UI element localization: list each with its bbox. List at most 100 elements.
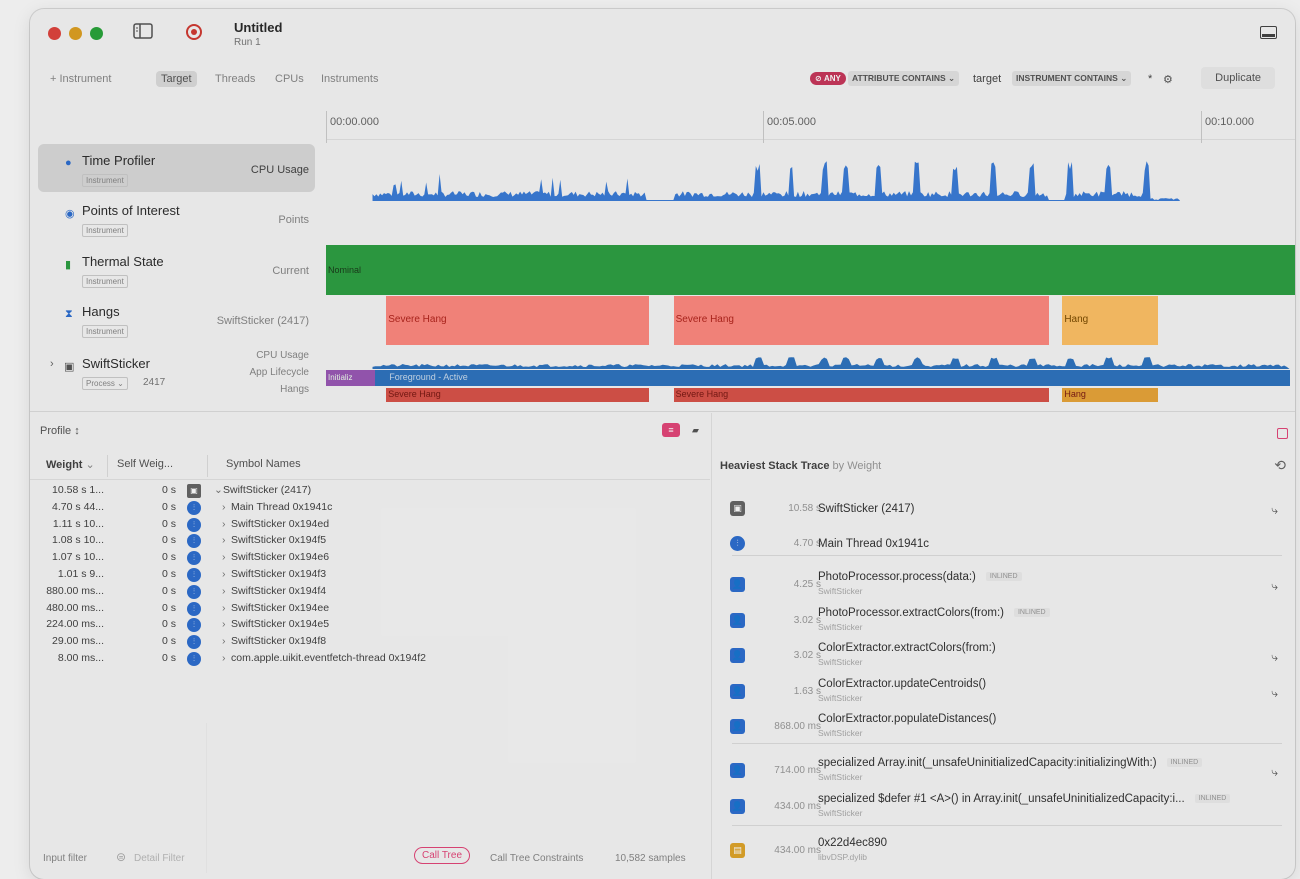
stack-frame[interactable]: 👤 434.00 ms specialized $defer #1 <A>() in… bbox=[712, 791, 1295, 823]
frame-separator bbox=[732, 555, 1282, 556]
thread-icon: ⫶ bbox=[187, 534, 201, 549]
frame-module: SwiftSticker bbox=[818, 586, 863, 596]
track-thermal-state[interactable]: ▮ Thermal State Instrument Current bbox=[38, 245, 315, 293]
stack-frame[interactable]: ⫶ 4.70 s Main Thread 0x1941c bbox=[712, 528, 1295, 560]
run-label[interactable]: Run 1 bbox=[234, 37, 261, 48]
table-row[interactable]: 4.70 s 44... 0 s ⫶ › Main Thread 0x1941c bbox=[30, 500, 710, 517]
filter-target-text[interactable]: target bbox=[973, 73, 1002, 85]
stack-frame[interactable]: ▣ 10.58 s SwiftSticker (2417) ⤷ bbox=[712, 493, 1295, 525]
process-icon: ▣ bbox=[730, 501, 745, 516]
stack-frame[interactable]: 👤 714.00 ms specialized Array.init(_unsafe… bbox=[712, 755, 1295, 787]
mini-hang-interval[interactable]: Severe Hang bbox=[386, 388, 649, 402]
track-swiftsticker[interactable]: › ▣ SwiftSticker Process ⌄ 2417 CPU Usag… bbox=[38, 347, 315, 407]
table-row[interactable]: 1.07 s 10... 0 s ⫶ › SwiftSticker 0x194e6 bbox=[30, 550, 710, 567]
table-row[interactable]: 10.58 s 1... 0 s ▣ ⌄SwiftSticker (2417) bbox=[30, 483, 710, 500]
call-tree-button[interactable]: Call Tree bbox=[414, 847, 471, 864]
call-tree-constraints-button[interactable]: Call Tree Constraints bbox=[490, 853, 584, 864]
table-row[interactable]: 8.00 ms... 0 s ⫶ › com.apple.uikit.eventfetc… bbox=[30, 651, 710, 668]
disclosure-chevron-icon[interactable]: › bbox=[222, 652, 226, 664]
disclosure-chevron-icon[interactable]: › bbox=[50, 358, 54, 370]
tab-target[interactable]: Target bbox=[156, 71, 197, 87]
disclosure-chevron-icon[interactable]: › bbox=[222, 601, 226, 614]
disclosure-chevron-icon[interactable]: › bbox=[222, 635, 226, 648]
instrument-contains-token[interactable]: INSTRUMENT CONTAINS ⌄ bbox=[1012, 71, 1132, 86]
disclosure-chevron-icon[interactable]: ⌄ bbox=[214, 484, 223, 496]
table-row[interactable]: 880.00 ms... 0 s ⫶ › SwiftSticker 0x194f4 bbox=[30, 584, 710, 601]
thread-icon: ⫶ bbox=[187, 500, 201, 515]
attribute-contains-token[interactable]: ATTRIBUTE CONTAINS ⌄ bbox=[848, 71, 960, 86]
hang-interval[interactable]: Severe Hang bbox=[673, 296, 1049, 345]
track-time-profiler[interactable]: ● Time Profiler Instrument CPU Usage bbox=[38, 144, 315, 192]
profile-selector[interactable]: Profile ↕ bbox=[40, 425, 80, 437]
stack-frame[interactable]: 👤 3.02 s PhotoProcessor.extractColors(from… bbox=[712, 605, 1295, 637]
hang-interval[interactable]: Hang bbox=[1062, 296, 1159, 345]
duplicate-button[interactable]: Duplicate bbox=[1201, 67, 1275, 89]
inspector-toggle-icon[interactable] bbox=[1277, 428, 1288, 439]
stack-frame[interactable]: 👤 4.25 s PhotoProcessor.process(data:) INLI… bbox=[712, 569, 1295, 601]
table-row[interactable]: 480.00 ms... 0 s ⫶ › SwiftSticker 0x194ee bbox=[30, 601, 710, 618]
sidebar-toggle-icon[interactable] bbox=[133, 23, 153, 43]
track-hangs[interactable]: ⧗ Hangs Instrument SwiftSticker (2417) bbox=[38, 295, 315, 343]
column-symbol-names[interactable]: Symbol Names bbox=[226, 458, 301, 470]
jump-to-source-icon[interactable]: ⤷ bbox=[1271, 579, 1278, 593]
jump-to-source-icon[interactable]: ⤷ bbox=[1271, 503, 1278, 517]
bottom-panel-toggle-icon[interactable] bbox=[1260, 26, 1277, 39]
column-weight[interactable]: Weight ⌄ bbox=[46, 459, 95, 471]
user-code-icon: 👤 bbox=[730, 648, 745, 663]
table-row[interactable]: 1.11 s 10... 0 s ⫶ › SwiftSticker 0x194ed bbox=[30, 517, 710, 534]
input-filter-label[interactable]: Input filter bbox=[43, 853, 87, 864]
track-metric: CPU Usage bbox=[256, 350, 309, 361]
call-tree-view-icon[interactable]: ≡ bbox=[662, 423, 680, 437]
tab-instruments[interactable]: Instruments bbox=[321, 73, 379, 85]
frame-module: libvDSP.dylib bbox=[818, 852, 867, 862]
mini-hang-interval[interactable]: Severe Hang bbox=[673, 388, 1049, 402]
minimize-button[interactable] bbox=[69, 27, 82, 40]
tab-cpus[interactable]: CPUs bbox=[275, 73, 304, 85]
lifecycle-interval[interactable]: Foreground - Active bbox=[375, 370, 1290, 386]
heaviest-stack-title: Heaviest Stack Trace by Weight bbox=[720, 460, 882, 472]
mini-hang-interval[interactable]: Hang bbox=[1062, 388, 1159, 402]
add-instrument-button[interactable]: + Instrument bbox=[50, 73, 112, 85]
jump-to-source-icon[interactable]: ⤷ bbox=[1271, 765, 1278, 779]
close-button[interactable] bbox=[48, 27, 61, 40]
stack-frame[interactable]: ▤ 434.00 ms 0x22d4ec890 libvDSP.dylib bbox=[712, 835, 1295, 867]
jump-to-source-icon[interactable]: ⤷ bbox=[1271, 650, 1278, 664]
filter-any-pill[interactable]: ⊘ ANY bbox=[810, 72, 846, 85]
disclosure-chevron-icon[interactable]: › bbox=[222, 584, 226, 597]
disclosure-chevron-icon[interactable]: › bbox=[222, 534, 226, 547]
filter-wildcard[interactable]: * bbox=[1148, 73, 1153, 85]
jump-to-source-icon[interactable]: ⤷ bbox=[1271, 686, 1278, 700]
detail-filter-input[interactable]: Detail Filter bbox=[134, 853, 185, 864]
row-weight: 880.00 ms... bbox=[46, 584, 104, 597]
zoom-button[interactable] bbox=[90, 27, 103, 40]
record-button[interactable] bbox=[186, 24, 202, 40]
stack-frame[interactable]: 👤 3.02 s ColorExtractor.extractColors(from… bbox=[712, 640, 1295, 672]
disclosure-chevron-icon[interactable]: › bbox=[222, 551, 226, 564]
timeline-lanes[interactable]: Nominal Severe Hang Severe Hang Hang Initi… bbox=[326, 141, 1295, 411]
table-row[interactable]: 29.00 ms... 0 s ⫶ › SwiftSticker 0x194f8 bbox=[30, 634, 710, 651]
filter-settings-icon[interactable]: ⚙ bbox=[1163, 74, 1173, 86]
disclosure-chevron-icon[interactable]: › bbox=[222, 618, 226, 631]
flame-graph-view-icon[interactable]: ▰ bbox=[691, 425, 699, 435]
table-row[interactable]: 224.00 ms... 0 s ⫶ › SwiftSticker 0x194e5 bbox=[30, 617, 710, 634]
frame-weight: 434.00 ms bbox=[774, 801, 821, 812]
process-badge[interactable]: Process ⌄ bbox=[82, 377, 128, 390]
refresh-icon[interactable]: ⟲ bbox=[1274, 457, 1286, 473]
lifecycle-interval[interactable]: Initializ bbox=[326, 370, 376, 386]
row-symbol: SwiftSticker 0x194e5 bbox=[231, 618, 330, 631]
table-row[interactable]: 1.08 s 10... 0 s ⫶ › SwiftSticker 0x194f5 bbox=[30, 533, 710, 550]
track-points-of-interest[interactable]: ◉ Points of Interest Instrument Points bbox=[38, 194, 315, 242]
time-ruler[interactable]: 00:00.000 00:05.000 00:10.000 bbox=[326, 99, 1295, 143]
points-of-interest-icon: ◉ bbox=[65, 208, 75, 220]
split-divider[interactable] bbox=[30, 411, 1295, 412]
stack-frame[interactable]: 👤 1.63 s ColorExtractor.updateCentroids() S… bbox=[712, 676, 1295, 708]
stack-frame[interactable]: 👤 868.00 ms ColorExtractor.populateDistanc… bbox=[712, 711, 1295, 743]
table-row[interactable]: 1.01 s 9... 0 s ⫶ › SwiftSticker 0x194f3 bbox=[30, 567, 710, 584]
hang-interval[interactable]: Severe Hang bbox=[386, 296, 649, 345]
disclosure-chevron-icon[interactable]: › bbox=[222, 500, 226, 513]
row-self-weight: 0 s bbox=[161, 652, 176, 664]
tab-threads[interactable]: Threads bbox=[215, 73, 256, 85]
disclosure-chevron-icon[interactable]: › bbox=[222, 517, 226, 530]
column-self-weight[interactable]: Self Weig... bbox=[117, 458, 174, 470]
disclosure-chevron-icon[interactable]: › bbox=[222, 568, 226, 580]
